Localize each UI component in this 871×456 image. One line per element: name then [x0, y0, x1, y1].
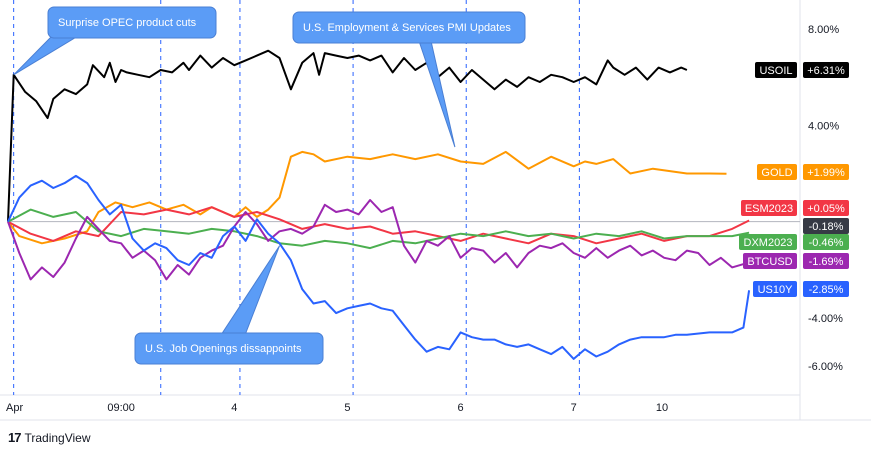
- price-labels: USOIL +6.31% GOLD +1.99% ESM2023 +0.05% DXM202…: [739, 62, 849, 297]
- series-value-text: +0.05%: [807, 203, 845, 215]
- series-symbol-box: [757, 164, 797, 180]
- y-tick-label: 8.00%: [808, 24, 839, 36]
- tradingview-brand[interactable]: 17 TradingView: [8, 430, 91, 445]
- series-value-box: [803, 62, 849, 78]
- annotation-callout[interactable]: Surprise OPEC product cuts: [13, 6, 217, 76]
- annotation-box: [292, 11, 526, 44]
- annotation-pointer: [418, 40, 456, 148]
- annotations: Surprise OPEC product cuts U.S. Employmen…: [13, 6, 526, 365]
- annotation-box: [47, 6, 217, 39]
- price-label-extra: -0.18%: [803, 218, 849, 234]
- series-symbol-text: USOIL: [759, 65, 792, 77]
- series-symbol-text: ESM2023: [745, 203, 793, 215]
- annotation-box: [134, 332, 324, 365]
- series-symbol-text: BTCUSD: [747, 256, 792, 268]
- annotation-callout[interactable]: U.S. Job Openings dissappoints: [134, 245, 324, 365]
- series-label-esm2023[interactable]: ESM2023 +0.05%: [741, 200, 849, 216]
- price-label-text: -0.18%: [809, 221, 844, 233]
- y-tick-label: -6.00%: [808, 361, 843, 373]
- series-symbol-text: US10Y: [758, 284, 794, 296]
- series-value-text: +1.99%: [807, 167, 845, 179]
- series-line-btcusd[interactable]: [7, 199, 750, 281]
- annotation-callout[interactable]: U.S. Employment & Services PMI Updates: [292, 11, 526, 148]
- series-label-gold[interactable]: GOLD +1.99%: [757, 164, 849, 180]
- series-symbol-text: GOLD: [761, 167, 792, 179]
- x-tick-label: 09:00: [107, 402, 135, 414]
- series-value-text: -2.85%: [809, 284, 844, 296]
- series-symbol-box: [755, 62, 797, 78]
- series-value-text: -1.69%: [809, 256, 844, 268]
- x-axis[interactable]: Apr 09:00 4 5 6 7 10: [6, 402, 668, 414]
- series-symbol-box: [741, 200, 797, 216]
- series-layer: [7, 49, 751, 360]
- series-line-dxm2023[interactable]: [7, 208, 750, 250]
- series-value-text: -0.46%: [809, 237, 844, 249]
- x-tick-label: 5: [344, 402, 350, 414]
- series-label-us10y[interactable]: US10Y -2.85%: [753, 281, 849, 297]
- x-tick-label: 4: [231, 402, 237, 414]
- series-line-gold[interactable]: [7, 150, 727, 245]
- series-line-usoil[interactable]: [7, 49, 688, 222]
- annotation-text: U.S. Job Openings dissappoints: [145, 343, 302, 355]
- x-tick-label: Apr: [6, 402, 23, 414]
- series-symbol-box: [753, 281, 797, 297]
- annotation-pointer: [220, 245, 281, 336]
- series-value-box: [803, 164, 849, 180]
- annotation-pointer: [13, 35, 80, 76]
- series-line-esm2023[interactable]: [7, 206, 750, 245]
- annotation-text: Surprise OPEC product cuts: [58, 17, 197, 29]
- series-symbol-box: [739, 234, 797, 250]
- x-tick-label: 6: [458, 402, 464, 414]
- price-label-box: [803, 218, 849, 234]
- series-value-box: [803, 200, 849, 216]
- series-value-box: [803, 253, 849, 269]
- series-symbol-box: [743, 253, 797, 269]
- series-label-dxm2023[interactable]: DXM2023 -0.46%: [739, 234, 849, 250]
- brand-name: TradingView: [24, 430, 91, 445]
- series-label-usoil[interactable]: USOIL +6.31%: [755, 62, 849, 78]
- y-tick-label: -4.00%: [808, 313, 843, 325]
- series-symbol-text: DXM2023: [744, 237, 793, 249]
- series-value-text: +6.31%: [807, 65, 845, 77]
- tradingview-logo-icon: 17: [8, 430, 22, 445]
- y-tick-label: 4.00%: [808, 120, 839, 132]
- y-axis[interactable]: 8.00% 4.00% -4.00% -6.00%: [808, 24, 843, 373]
- series-value-box: [803, 281, 849, 297]
- series-line-us10y[interactable]: [7, 174, 751, 360]
- plot-area: [0, 0, 871, 421]
- series-label-btcusd[interactable]: BTCUSD -1.69%: [743, 253, 849, 269]
- x-tick-label: 10: [656, 402, 668, 414]
- annotation-text: U.S. Employment & Services PMI Updates: [303, 22, 511, 34]
- x-tick-label: 7: [571, 402, 577, 414]
- series-value-box: [803, 234, 849, 250]
